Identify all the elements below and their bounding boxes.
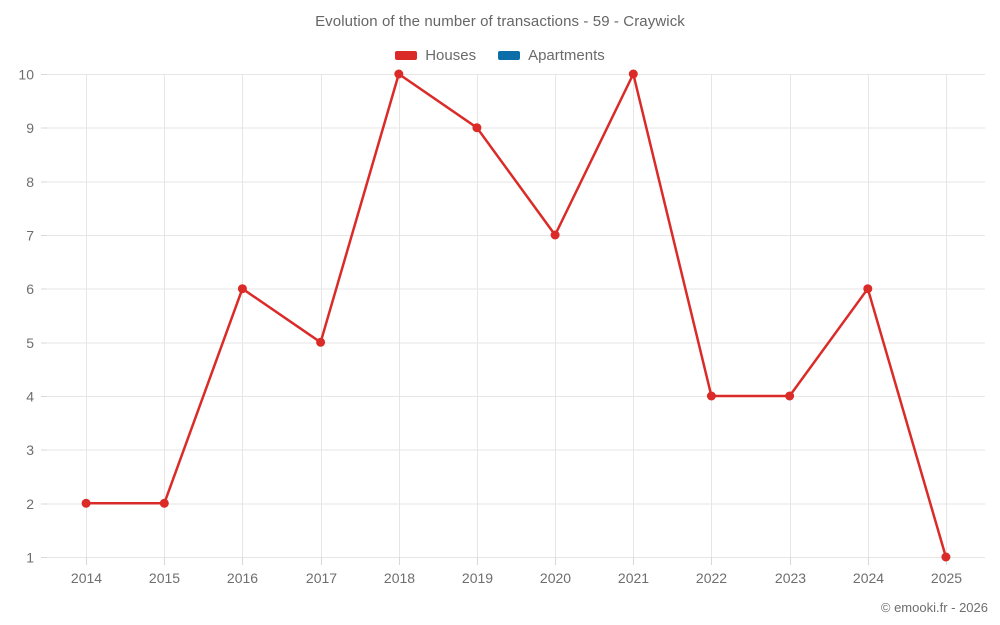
legend-item-houses[interactable]: Houses	[395, 47, 476, 64]
legend-item-apartments[interactable]: Apartments	[498, 47, 605, 64]
y-axis-tick-label: 6	[26, 281, 34, 297]
data-point[interactable]	[628, 69, 638, 79]
x-axis-tick-label: 2015	[149, 570, 180, 586]
y-axis-tick-label: 3	[26, 442, 34, 458]
x-axis-tick-label: 2017	[306, 570, 337, 586]
data-point[interactable]	[550, 230, 560, 240]
data-point[interactable]	[706, 391, 716, 401]
data-point[interactable]	[941, 552, 951, 562]
x-axis-tick-label: 2021	[618, 570, 649, 586]
x-axis-tick-label: 2025	[931, 570, 962, 586]
y-axis-tick-label: 8	[26, 174, 34, 190]
legend-label-houses: Houses	[425, 46, 477, 64]
x-axis-tick-label: 2020	[540, 570, 571, 586]
x-axis-tick-label: 2024	[853, 570, 884, 586]
y-axis-tick-label: 2	[26, 496, 34, 512]
data-point[interactable]	[863, 284, 873, 294]
y-axis-tick-label: 10	[18, 67, 34, 83]
data-point[interactable]	[785, 391, 795, 401]
y-axis-tick-label: 4	[26, 389, 34, 405]
y-axis-tick-label: 7	[26, 228, 34, 244]
x-axis-tick-label: 2023	[775, 570, 806, 586]
x-axis-tick-label: 2014	[71, 570, 102, 586]
data-point[interactable]	[472, 123, 482, 133]
x-axis-tick-label: 2022	[696, 570, 727, 586]
y-axis-tick-label: 5	[26, 335, 34, 351]
chart-title: Evolution of the number of transactions …	[315, 13, 685, 30]
y-axis-tick-label: 9	[26, 120, 34, 136]
x-axis-tick-label: 2019	[462, 570, 493, 586]
legend-swatch-houses	[395, 50, 418, 60]
legend-swatch-apartments	[498, 50, 521, 60]
data-point[interactable]	[159, 498, 169, 508]
copyright-notice: © emooki.fr - 2026	[880, 600, 988, 615]
data-point[interactable]	[394, 69, 404, 79]
data-point[interactable]	[81, 498, 91, 508]
legend-label-apartments: Apartments	[528, 46, 605, 64]
data-point[interactable]	[237, 284, 247, 294]
x-axis-tick-label: 2018	[384, 570, 415, 586]
chart-legend: Houses Apartments	[0, 44, 1000, 66]
series-line-houses	[84, 72, 948, 559]
x-axis-tick-label: 2016	[227, 570, 258, 586]
y-axis-tick-label: 1	[26, 550, 34, 566]
data-point[interactable]	[316, 337, 326, 347]
